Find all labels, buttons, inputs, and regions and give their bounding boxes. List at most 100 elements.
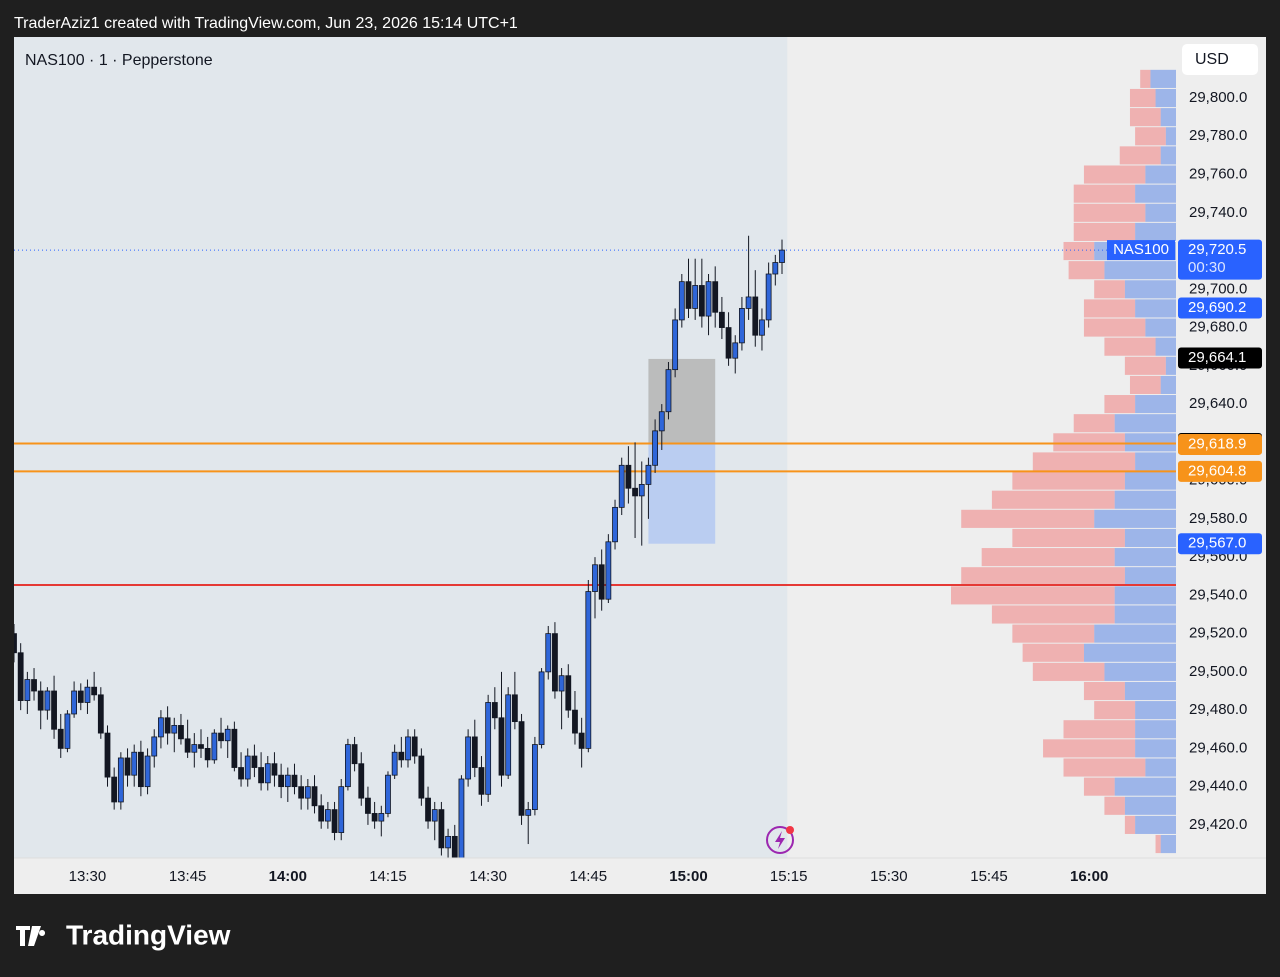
candle-body (531, 744, 538, 811)
candle-body (451, 835, 458, 858)
profile-sell (1068, 261, 1105, 280)
candle-body (578, 732, 585, 749)
alert-icon[interactable] (766, 826, 794, 854)
profile-sell (1073, 184, 1136, 203)
profile-buy (1165, 127, 1176, 146)
profile-buy (1135, 299, 1176, 318)
y-tick-label: 29,580.0 (1189, 510, 1247, 527)
profile-buy (1114, 548, 1176, 567)
profile-buy (1135, 815, 1176, 834)
profile-sell (1094, 280, 1125, 299)
candle-body (652, 430, 659, 466)
profile-sell (1124, 356, 1166, 375)
profile-buy (1155, 337, 1176, 356)
y-tick-label: 29,420.0 (1189, 816, 1247, 833)
candle-body (158, 717, 164, 738)
candle-body (398, 751, 405, 761)
zone (648, 443, 716, 544)
candle-body (358, 763, 365, 799)
candle-body (565, 675, 572, 711)
candle-body (752, 296, 759, 336)
candle-body (632, 487, 638, 497)
candle-body (718, 311, 725, 328)
countdown: 00:30 (1188, 259, 1226, 276)
symbol-tag: NAS100 (1113, 241, 1169, 258)
price-label-bg (1178, 239, 1262, 280)
candle-body (572, 709, 578, 734)
profile-buy (1165, 356, 1176, 375)
alert-bolt (775, 831, 785, 849)
candle-body (759, 319, 765, 336)
currency-button[interactable] (1182, 44, 1258, 75)
profile-sell (1155, 834, 1161, 854)
candle-body (164, 717, 171, 734)
profile-sell (961, 567, 1125, 586)
candle-body (779, 249, 785, 263)
candle-body (338, 786, 345, 833)
candle-body (645, 464, 652, 485)
profile-buy (1135, 739, 1176, 758)
candle-body (371, 813, 378, 822)
profile-buy (1104, 662, 1176, 681)
candle-body (178, 725, 184, 740)
x-tick-label: 13:30 (69, 868, 107, 885)
profile-sell (1104, 337, 1156, 356)
profile-buy (1145, 165, 1176, 184)
currency[interactable]: USD (1195, 51, 1229, 68)
profile-sell (1129, 108, 1161, 127)
y-tick-label: 29,680.0 (1189, 319, 1247, 336)
candle-body (505, 694, 512, 776)
candle-body (191, 744, 198, 753)
candle-body (365, 797, 371, 814)
candle-body (251, 755, 258, 768)
profile-sell (1083, 165, 1146, 184)
candle-body (658, 411, 665, 432)
y-tick-label: 29,500.0 (1189, 663, 1247, 680)
profile-buy (1135, 395, 1176, 414)
profile-sell (1063, 720, 1136, 739)
x-tick-label: 14:00 (269, 868, 307, 885)
profile-buy (1094, 624, 1176, 643)
candle-body (117, 757, 124, 803)
profile-sell (1104, 796, 1125, 815)
candle-body (204, 747, 211, 761)
candle-body (97, 694, 104, 734)
profile-buy (1114, 414, 1176, 433)
candle-body (411, 736, 418, 757)
logo-mark (16, 926, 46, 946)
profile-sell (1129, 375, 1161, 395)
profile-buy (1145, 758, 1176, 777)
profile-buy (1135, 184, 1176, 203)
profile-sell (1129, 88, 1156, 108)
candle-body (44, 690, 51, 711)
profile-sell (1063, 758, 1146, 777)
y-tick-label: 29,740.0 (1189, 204, 1247, 221)
price-label-bg (1178, 297, 1262, 319)
x-tick-label: 14:15 (369, 868, 407, 885)
candle-body (84, 686, 91, 703)
profile-buy (1145, 203, 1176, 222)
candle-body (291, 774, 298, 788)
price-label: 29,720.5 (1188, 241, 1246, 258)
profile-buy (1124, 796, 1176, 815)
y-tick-label: 29,800.0 (1189, 89, 1247, 106)
candle-body (672, 319, 679, 371)
profile-sell (1083, 318, 1146, 337)
candle-body (57, 728, 64, 749)
candle-body (14, 633, 17, 654)
y-tick-label: 29,540.0 (1189, 586, 1247, 603)
profile-buy (1135, 701, 1176, 720)
candle-body (345, 744, 351, 788)
zone (648, 358, 716, 444)
profile-buy (1124, 471, 1176, 490)
x-tick-label: 15:30 (870, 868, 908, 885)
profile-sell (991, 490, 1115, 509)
profile-sell (1022, 643, 1084, 662)
candle-body (111, 776, 118, 803)
candle-body (725, 327, 732, 359)
price-label-bg (1178, 460, 1262, 482)
candle-body (525, 809, 532, 816)
profile-sell (1094, 701, 1136, 720)
profile-buy (1160, 146, 1176, 165)
candle-body (64, 713, 71, 749)
